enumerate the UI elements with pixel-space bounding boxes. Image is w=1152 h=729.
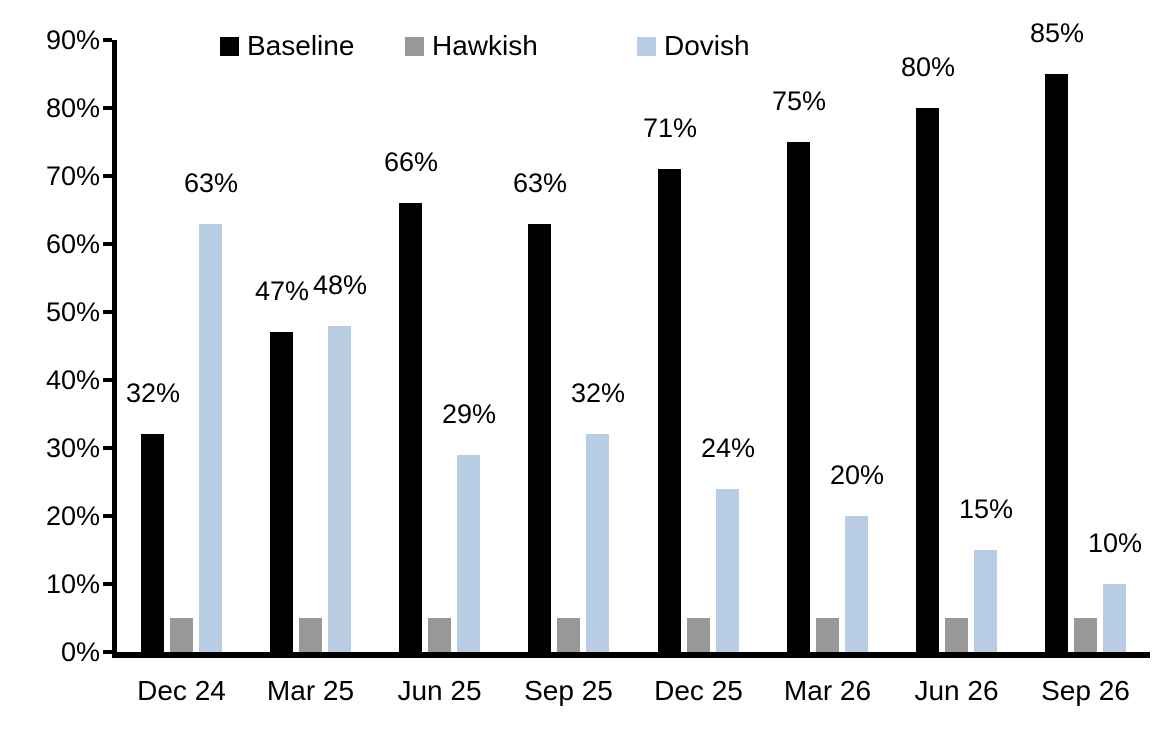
data-label-baseline-dec-25: 71% [642, 113, 698, 143]
x-axis-label-sep-25: Sep 25 [524, 675, 613, 706]
legend-swatch-hawkish [405, 36, 424, 56]
x-axis-label-mar-26: Mar 26 [783, 675, 872, 706]
bar-hawkish-jun-26 [945, 618, 968, 652]
data-label-dovish-mar-25: 48% [312, 270, 368, 300]
bar-hawkish-jun-25 [428, 618, 451, 652]
bar-hawkish-sep-26 [1074, 618, 1097, 652]
legend-label-baseline: Baseline [247, 30, 355, 61]
data-label-dovish-sep-26: 10% [1087, 528, 1143, 558]
legend-swatch-baseline [220, 36, 239, 56]
y-axis-label-70pct: 70% [45, 161, 100, 191]
legend-label-dovish: Dovish [664, 30, 750, 61]
legend: Baseline Hawkish Dovish [0, 28, 1152, 64]
bar-hawkish-mar-25 [299, 618, 322, 652]
y-axis-label-90pct: 90% [45, 25, 100, 55]
data-label-baseline-sep-25: 63% [512, 168, 568, 198]
legend-label-hawkish: Hawkish [432, 30, 538, 61]
data-label-baseline-jun-26: 80% [900, 52, 956, 82]
legend-item-dovish: Dovish [637, 28, 750, 64]
bar-dovish-dec-24 [199, 224, 222, 652]
bar-hawkish-dec-25 [687, 618, 710, 652]
x-axis-label-jun-25: Jun 25 [397, 675, 482, 706]
x-axis-label-dec-25: Dec 25 [654, 675, 743, 706]
legend-swatch-dovish [637, 36, 656, 56]
bar-hawkish-mar-26 [816, 618, 839, 652]
data-label-dovish-jun-25: 29% [441, 399, 497, 429]
x-axis-label-jun-26: Jun 26 [914, 675, 999, 706]
data-label-baseline-sep-26: 85% [1029, 18, 1085, 48]
bar-dovish-jun-25 [457, 455, 480, 652]
data-label-dovish-jun-26: 15% [958, 494, 1014, 524]
legend-item-baseline: Baseline [220, 28, 354, 64]
y-axis-label-40pct: 40% [45, 365, 100, 395]
y-tick-10pct [103, 582, 112, 586]
x-axis-line [112, 652, 1150, 658]
data-label-baseline-mar-25: 47% [254, 276, 310, 306]
bar-dovish-mar-25 [328, 326, 351, 652]
y-axis-label-30pct: 30% [45, 433, 100, 463]
bar-baseline-dec-24 [141, 434, 164, 652]
y-tick-40pct [103, 378, 112, 382]
bar-dovish-jun-26 [974, 550, 997, 652]
y-tick-50pct [103, 310, 112, 314]
data-label-baseline-dec-24: 32% [125, 378, 181, 408]
bar-dovish-mar-26 [845, 516, 868, 652]
y-tick-20pct [103, 514, 112, 518]
x-axis-label-dec-24: Dec 24 [137, 675, 226, 706]
bar-baseline-mar-26 [787, 142, 810, 652]
y-tick-70pct [103, 174, 112, 178]
y-tick-60pct [103, 242, 112, 246]
x-axis-label-sep-26: Sep 26 [1041, 675, 1130, 706]
y-tick-0pct [103, 650, 112, 654]
y-axis-label-80pct: 80% [45, 93, 100, 123]
y-axis-label-60pct: 60% [45, 229, 100, 259]
y-axis-line [112, 40, 117, 658]
bar-baseline-sep-26 [1045, 74, 1068, 652]
data-label-dovish-dec-25: 24% [700, 433, 756, 463]
bar-baseline-dec-25 [658, 169, 681, 652]
legend-item-hawkish: Hawkish [405, 28, 538, 64]
bar-baseline-jun-25 [399, 203, 422, 652]
y-tick-80pct [103, 106, 112, 110]
y-axis-label-50pct: 50% [45, 297, 100, 327]
bar-hawkish-sep-25 [557, 618, 580, 652]
data-label-dovish-dec-24: 63% [183, 168, 239, 198]
data-label-baseline-jun-25: 66% [383, 147, 439, 177]
y-tick-30pct [103, 446, 112, 450]
bar-baseline-jun-26 [916, 108, 939, 652]
bar-dovish-sep-25 [586, 434, 609, 652]
data-label-dovish-sep-25: 32% [570, 378, 626, 408]
x-axis-label-mar-25: Mar 25 [266, 675, 355, 706]
y-tick-90pct [103, 38, 112, 42]
bar-baseline-mar-25 [270, 332, 293, 652]
y-axis-label-10pct: 10% [45, 569, 100, 599]
data-label-baseline-mar-26: 75% [771, 86, 827, 116]
data-label-dovish-mar-26: 20% [829, 460, 885, 490]
y-axis-label-0pct: 0% [60, 637, 100, 667]
bar-baseline-sep-25 [528, 224, 551, 652]
bar-dovish-dec-25 [716, 489, 739, 652]
bar-dovish-sep-26 [1103, 584, 1126, 652]
y-axis-label-20pct: 20% [45, 501, 100, 531]
bar-hawkish-dec-24 [170, 618, 193, 652]
